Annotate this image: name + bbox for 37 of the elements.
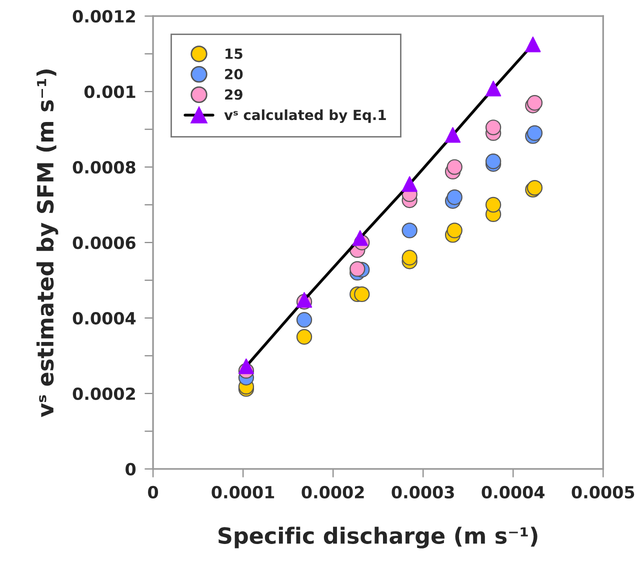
- point: [444, 127, 461, 143]
- point: [446, 189, 462, 206]
- point: [485, 196, 502, 213]
- y-tick-label: 0.0006: [72, 236, 136, 250]
- x-axis-title: Specific discharge (m s⁻¹): [218, 526, 538, 548]
- x-tick-label: 0.0004: [482, 486, 545, 499]
- y-tick-label: 0.0002: [72, 387, 135, 400]
- legend-label: 29: [225, 89, 242, 100]
- x-tick-label: 0: [148, 486, 158, 499]
- y-tick-label: 0.0012: [72, 10, 135, 23]
- point: [446, 159, 462, 175]
- x-tick-label: 0.0005: [572, 486, 634, 499]
- x-tick-label: 0.0003: [392, 486, 454, 499]
- point: [526, 125, 543, 141]
- point: [350, 261, 366, 277]
- point: [402, 222, 418, 238]
- legend-label: 15: [226, 48, 242, 59]
- x-tick-label: 0.0001: [212, 486, 274, 499]
- y-axis-title: vˢ estimated by SFM (m s⁻¹): [36, 70, 58, 418]
- point: [402, 176, 418, 192]
- point: [296, 312, 312, 328]
- point: [354, 286, 370, 302]
- point: [296, 329, 312, 345]
- point: [446, 222, 462, 238]
- point: [485, 120, 502, 136]
- point: [485, 80, 502, 96]
- y-tick-label: 0.0004: [72, 312, 136, 325]
- point: [402, 250, 418, 266]
- legend-label: 20: [225, 68, 243, 80]
- point: [352, 230, 368, 246]
- legend-label: vˢ calculated by Eq.1: [224, 109, 386, 123]
- y-tick-label: 0.0008: [72, 160, 136, 174]
- point: [238, 358, 254, 374]
- y-tick-label: 0.001: [84, 86, 136, 98]
- point: [525, 36, 541, 52]
- y-tick-label: 0: [126, 462, 136, 476]
- x-tick-label: 0.0002: [302, 486, 364, 499]
